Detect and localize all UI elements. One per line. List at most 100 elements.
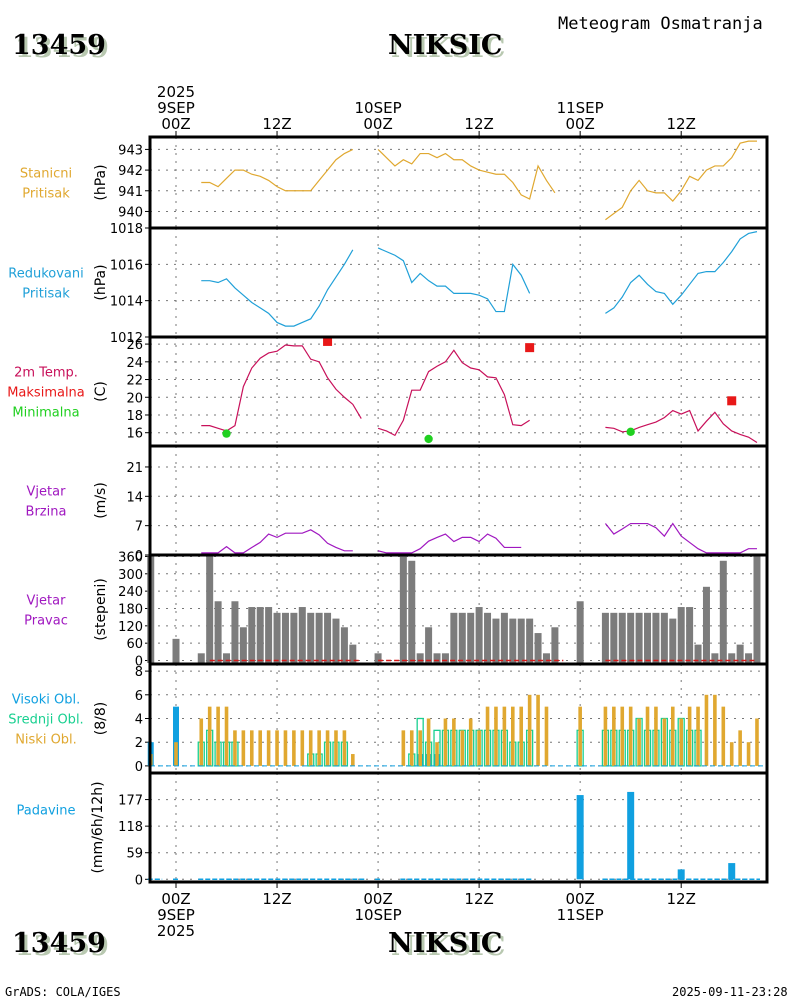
panel-label: 2m Temp. <box>14 366 78 381</box>
low-cloud-bar <box>300 730 305 766</box>
tmin-marker <box>626 427 635 437</box>
tmin-marker <box>222 429 231 438</box>
panel-label: Pravac <box>24 614 68 629</box>
low-cloud-bar <box>578 706 582 766</box>
station-name-bottom: NIKSIC <box>388 928 503 959</box>
y-axis-unit: (m/s) <box>93 482 109 519</box>
low-cloud-bar <box>435 742 439 766</box>
y-tick-label: 942 <box>118 164 143 179</box>
low-cloud-bar <box>746 742 751 766</box>
panel-station_pressure: 940 941 942 943 (hPa) Stanicni Pritisak <box>20 135 769 230</box>
x-tick-label-bottom: 12Z <box>464 890 493 908</box>
y-tick-label: 4 <box>135 713 143 728</box>
y-tick-label: 177 <box>118 794 143 809</box>
panel-label: Visoki Obl. <box>12 693 80 708</box>
wind-direction-bar <box>534 633 542 663</box>
x-tick-label-bottom: 12Z <box>262 890 291 908</box>
wind-direction-bar <box>197 653 205 663</box>
precip-bar <box>728 863 736 880</box>
x-tick-label-top: 12Z <box>667 115 696 133</box>
wind-direction-bar <box>728 653 736 663</box>
y-tick-label: 0 <box>135 873 143 888</box>
wind-direction-bar <box>551 627 559 663</box>
low-cloud-bar <box>704 694 709 766</box>
low-cloud-bar <box>628 706 633 766</box>
wind-direction-bar <box>492 618 500 663</box>
wind-direction-bar <box>500 612 508 663</box>
y-tick-label: 2 <box>135 736 143 751</box>
wind-direction-bar <box>753 556 761 663</box>
y-tick-label: 1014 <box>110 295 143 310</box>
render-timestamp: 2025-09-11-23:28 <box>672 985 788 999</box>
x-tick-label-bottom: 12Z <box>667 890 696 908</box>
wind-direction-bar <box>644 612 652 663</box>
station-id-bottom: 13459 <box>12 928 106 959</box>
low-cloud-bar <box>426 718 431 766</box>
panel-precipitation: 0 59 118 177 (mm/6h/12h) Padavine <box>17 771 769 888</box>
low-cloud-bar <box>334 730 338 766</box>
station-id-top: 13459 <box>12 30 106 61</box>
wind-direction-bar <box>526 618 534 663</box>
wind-direction-bar <box>660 612 668 663</box>
wind-direction-bar <box>509 618 517 663</box>
wind-direction-bar <box>281 612 289 663</box>
low-cloud-bar <box>460 730 465 766</box>
x-tick-label-bottom: 10SEP <box>355 906 402 924</box>
wind-direction-bar <box>711 653 719 663</box>
series-line-temperature <box>201 344 362 432</box>
panel-label: Pritisak <box>22 187 70 202</box>
panel-label: Pritisak <box>22 287 70 302</box>
low-cloud-bar <box>292 730 296 766</box>
low-cloud-bar <box>317 730 321 766</box>
low-cloud-bar <box>511 706 515 766</box>
panel-label: Brzina <box>26 505 67 520</box>
wind-direction-bar <box>719 560 727 663</box>
tmax-marker <box>727 396 737 406</box>
wind-direction-bar <box>214 601 222 663</box>
y-tick-label: 943 <box>118 143 143 158</box>
panel-label: Redukovani <box>8 267 83 282</box>
chart-subtitle: Meteogram Osmatranja <box>558 14 763 34</box>
low-cloud-bar <box>199 718 204 766</box>
wind-direction-bar <box>374 653 382 663</box>
wind-direction-bar <box>635 612 643 663</box>
y-tick-label: 14 <box>126 490 143 505</box>
wind-direction-bar <box>610 612 618 663</box>
y-tick-label: 20 <box>126 391 143 406</box>
low-cloud-bar <box>216 706 220 766</box>
panel-wind_direction: 0 60 120 180 240 300 360 (stepeni) Vjetar Pravac <box>24 550 769 670</box>
y-tick-label: 18 <box>126 409 143 424</box>
series-line-reduced_pressure <box>377 247 531 313</box>
low-cloud-bar <box>468 718 473 766</box>
low-cloud-bar <box>207 706 212 766</box>
low-cloud-bar <box>544 706 549 766</box>
wind-direction-bar <box>416 653 424 663</box>
low-cloud-bar <box>687 706 692 766</box>
wind-direction-bar <box>433 653 441 663</box>
y-tick-label: 240 <box>118 585 143 600</box>
y-tick-label: 360 <box>118 550 143 565</box>
wind-direction-bar <box>450 612 458 663</box>
wind-direction-bar <box>340 627 348 663</box>
low-cloud-bar <box>351 754 355 766</box>
x-tick-label-top: 12Z <box>262 115 291 133</box>
wind-direction-bar <box>332 618 340 663</box>
y-tick-label: 6 <box>135 689 143 704</box>
y-tick-label: 1018 <box>110 222 143 237</box>
wind-direction-bar <box>425 627 433 663</box>
panel-label: Niski Obl. <box>15 733 77 748</box>
x-tick-label-bottom: 11SEP <box>557 906 604 924</box>
low-cloud-bar <box>519 706 524 766</box>
wind-direction-bar <box>458 612 466 663</box>
low-cloud-bar <box>224 706 229 766</box>
wind-direction-bar <box>307 612 315 663</box>
x-tick-label-bottom: 00Z <box>363 890 392 908</box>
low-cloud-bar <box>713 694 717 766</box>
series-line-temperature <box>377 349 530 437</box>
y-axis-unit: (C) <box>93 381 109 402</box>
wind-direction-bar <box>256 607 264 663</box>
y-tick-label: 59 <box>126 847 143 862</box>
y-tick-label: 1016 <box>110 258 143 273</box>
y-tick-label: 300 <box>118 568 143 583</box>
